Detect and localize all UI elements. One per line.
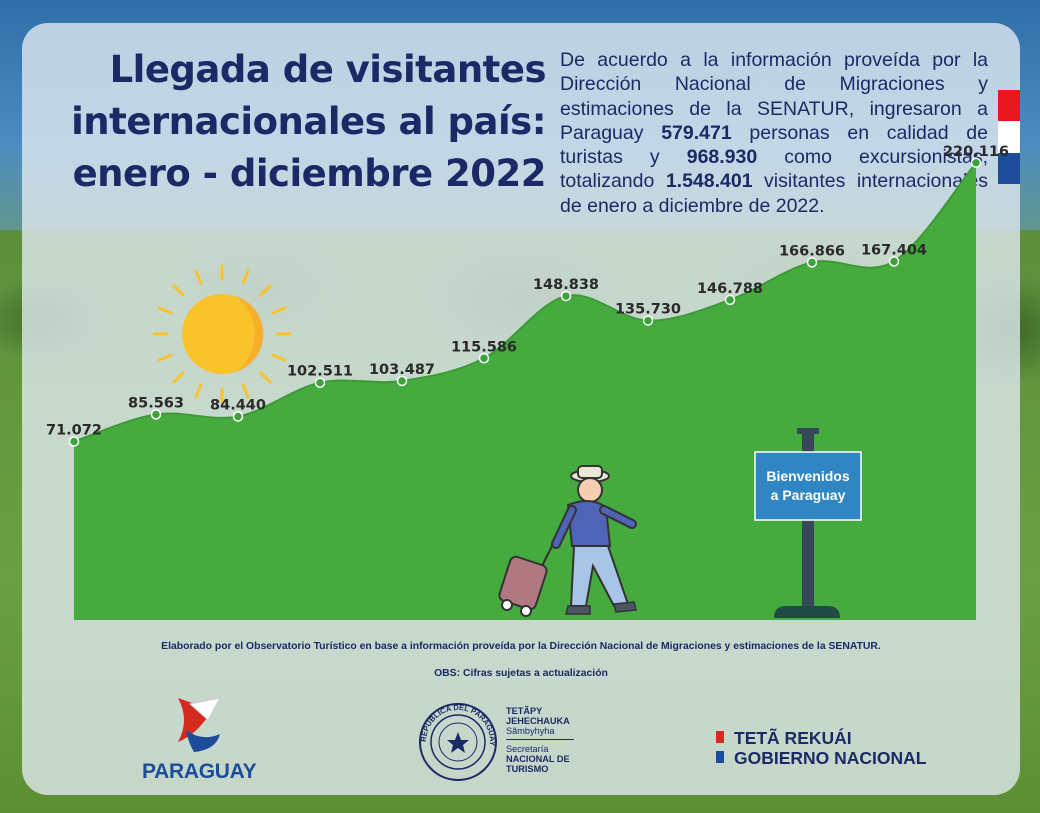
national-seal-icon: REPÚBLICA DEL PARAGUAY <box>419 703 497 781</box>
data-point-marzo <box>232 411 244 422</box>
senatur-line-3: Sãmbyhyha <box>506 726 555 736</box>
value-label-mayo: 103.487 <box>369 362 435 378</box>
senatur-line-2: JEHECHAUKA <box>506 716 570 726</box>
senatur-line-4: Secretaría <box>506 744 549 754</box>
sun-ray <box>259 371 272 384</box>
traveler-icon <box>498 465 637 617</box>
page-title: Llegada de visitantes internacionales al… <box>71 48 546 195</box>
senatur-line-1: TETÃPY <box>506 706 543 716</box>
flag-red-stripe <box>998 90 1020 122</box>
sun-ray <box>271 306 287 315</box>
sun-ray <box>271 353 287 362</box>
intro-text-3: como excursionistas, totalizando <box>560 146 988 193</box>
area-series <box>74 162 976 620</box>
sign-line-1: Bienvenidos <box>766 468 849 484</box>
value-label-septiembre: 146.788 <box>697 281 763 297</box>
value-label-octubre: 166.866 <box>779 243 845 259</box>
sun-ray <box>172 371 185 384</box>
paraguay-brand-logo-icon <box>178 697 221 752</box>
data-point-enero <box>68 436 80 447</box>
intro-text-2: personas en calidad de turistas y <box>560 121 988 169</box>
welcome-sign: Bienvenidos a Paraguay <box>754 428 862 618</box>
sun-ray <box>172 284 185 297</box>
senatur-logo: REPÚBLICA DEL PARAGUAY TETÃPY JEHECHAUKA… <box>418 702 588 784</box>
sun-ray <box>241 269 250 285</box>
value-label-abril: 102.511 <box>287 364 353 380</box>
data-point-abril <box>314 377 326 388</box>
gob-line-1: TETÃ REKUÁI <box>716 728 927 748</box>
excursionistas-value: 968.930 <box>686 146 758 169</box>
intro-text-1: De acuerdo a la información proveída por… <box>560 49 988 144</box>
data-point-julio <box>560 290 572 302</box>
sun-ray <box>157 353 173 362</box>
value-label-enero: 71.072 <box>46 422 102 438</box>
value-label-julio: 148.838 <box>533 277 599 293</box>
paraguay-brand-text: PARAGUAY <box>142 760 257 783</box>
flag-blue-stripe <box>998 152 1020 184</box>
turistas-value: 579.471 <box>661 121 732 144</box>
paraguay-flag-icon <box>998 90 1020 184</box>
data-point-octubre <box>806 257 818 268</box>
gobierno-nacional-logo: TETÃ REKUÁI GOBIERNO NACIONAL <box>716 728 927 768</box>
sun-ray <box>259 284 272 297</box>
data-point-mayo <box>396 375 408 387</box>
senatur-line-5: NACIONAL DE <box>506 754 570 764</box>
value-label-febrero: 85.563 <box>128 395 184 411</box>
sun-ray <box>157 306 173 315</box>
sun-ray <box>194 269 203 285</box>
sun-ray <box>241 383 250 399</box>
data-point-noviembre <box>888 256 900 267</box>
senatur-line-6: TURISMO <box>506 764 549 774</box>
flag-white-stripe <box>998 121 1020 153</box>
sun-icon <box>152 264 292 404</box>
value-label-marzo: 84.440 <box>210 397 266 413</box>
data-point-septiembre <box>724 294 736 306</box>
total-value: 1.548.401 <box>665 170 753 193</box>
intro-paragraph: De acuerdo a la información proveída por… <box>560 48 988 218</box>
intro-text-4: visitantes internacionales de enero a di… <box>560 170 988 217</box>
data-point-febrero <box>150 409 162 420</box>
value-label-agosto: 135.730 <box>615 302 681 318</box>
data-point-agosto <box>642 315 654 326</box>
value-label-junio: 115.586 <box>451 339 517 355</box>
value-label-diciembre: 220.116 <box>943 144 1009 160</box>
data-point-junio <box>478 353 490 364</box>
obs-note: OBS: Cifras sujetas a actualización <box>434 668 608 679</box>
source-credit: Elaborado por el Observatorio Turístico … <box>161 641 881 652</box>
data-point-diciembre <box>970 157 982 169</box>
sign-line-2: a Paraguay <box>771 487 846 503</box>
senatur-divider <box>506 739 574 740</box>
value-label-noviembre: 167.404 <box>861 242 927 258</box>
gob-line-2: GOBIERNO NACIONAL <box>716 748 927 768</box>
sun-ray <box>194 383 203 399</box>
